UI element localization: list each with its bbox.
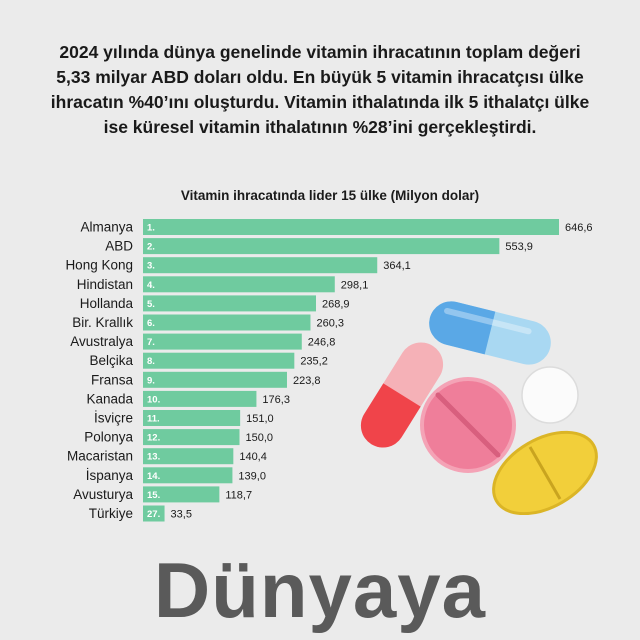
value-label: 151,0 xyxy=(246,413,274,425)
value-label: 298,1 xyxy=(341,279,369,291)
category-label: Almanya xyxy=(80,220,133,235)
value-label: 223,8 xyxy=(293,375,321,387)
category-label: Bir. Krallık xyxy=(72,315,133,330)
bar xyxy=(143,238,500,255)
value-label: 364,1 xyxy=(383,260,411,272)
bar xyxy=(143,333,302,350)
value-label: 140,4 xyxy=(239,451,267,463)
rank-label: 27. xyxy=(147,509,160,520)
category-label: Hollanda xyxy=(80,296,134,311)
chart-title: Vitamin ihracatında lider 15 ülke (Milyo… xyxy=(180,188,480,203)
rank-label: 15. xyxy=(147,490,160,501)
bar xyxy=(143,219,559,235)
category-label: ABD xyxy=(105,239,133,254)
value-label: 139,0 xyxy=(238,470,266,482)
rank-label: 14. xyxy=(147,471,160,482)
value-label: 646,6 xyxy=(565,222,593,234)
value-label: 268,9 xyxy=(322,298,350,310)
value-label: 246,8 xyxy=(308,337,336,349)
category-label: Hong Kong xyxy=(65,258,133,273)
category-label: Fransa xyxy=(91,372,134,387)
bar xyxy=(143,410,241,426)
bar xyxy=(143,295,317,312)
bar xyxy=(143,352,295,369)
rank-label: 10. xyxy=(147,394,160,405)
bar xyxy=(143,314,311,331)
category-label: Macaristan xyxy=(67,449,133,464)
bar xyxy=(143,467,233,484)
capsule-blue-icon xyxy=(429,301,551,365)
vitamin-pills-illustration xyxy=(360,301,598,515)
bar xyxy=(143,505,165,522)
category-label: Türkiye xyxy=(89,506,133,521)
bar xyxy=(143,257,378,274)
rank-label: 12. xyxy=(147,433,160,444)
bar xyxy=(143,429,240,446)
value-label: 176,3 xyxy=(262,394,290,406)
value-label: 118,7 xyxy=(225,489,252,501)
category-label: Kanada xyxy=(86,391,133,406)
pill-white-icon xyxy=(521,366,579,424)
capsule-red-icon xyxy=(360,342,444,448)
headline: 2024 yılında dünya genelinde vitamin ihr… xyxy=(50,42,590,137)
bar xyxy=(143,390,257,407)
rank-label: 3. xyxy=(147,261,155,272)
category-label: Polonya xyxy=(84,430,133,445)
bar xyxy=(143,448,234,465)
category-label: İspanya xyxy=(86,468,134,483)
rank-label: 2. xyxy=(147,242,155,253)
rank-label: 8. xyxy=(147,356,155,367)
value-label: 150,0 xyxy=(246,432,274,444)
rank-label: 7. xyxy=(147,337,155,348)
brand-wordmark: Dünyaya xyxy=(153,546,487,634)
rank-label: 11. xyxy=(147,414,160,425)
rank-label: 4. xyxy=(147,280,155,291)
bar xyxy=(143,371,287,388)
rank-label: 1. xyxy=(147,223,155,234)
bar xyxy=(143,486,220,503)
category-label: Avusturya xyxy=(73,487,133,502)
rank-label: 5. xyxy=(147,299,155,310)
value-label: 553,9 xyxy=(505,241,533,253)
value-label: 260,3 xyxy=(316,318,344,330)
category-label: Hindistan xyxy=(77,277,133,292)
rank-label: 6. xyxy=(147,318,155,329)
category-label: Belçika xyxy=(89,353,133,368)
value-label: 33,5 xyxy=(171,509,192,521)
value-label: 235,2 xyxy=(300,356,328,368)
category-label: Avustralya xyxy=(70,334,133,349)
rank-label: 13. xyxy=(147,452,160,463)
category-label: İsviçre xyxy=(94,411,133,426)
rank-label: 9. xyxy=(147,375,155,386)
bar xyxy=(143,276,335,293)
pill-pink-icon xyxy=(420,377,516,473)
pill-yellow-icon xyxy=(492,430,598,515)
